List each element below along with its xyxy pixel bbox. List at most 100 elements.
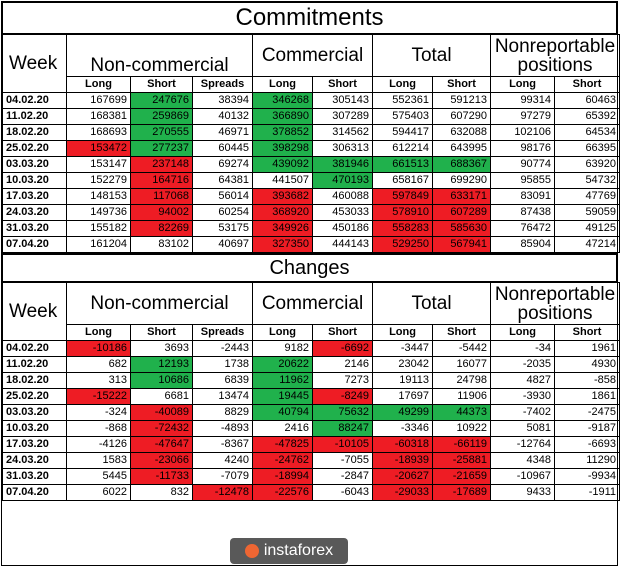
- value-cell: -858: [554, 372, 620, 389]
- value-cell: 46971: [192, 124, 253, 141]
- total-header: Total: [372, 34, 492, 77]
- table-row: 25.02.20 -15222 6681 13474 19445 -8249 17697 11…: [2, 388, 620, 405]
- table-row: 31.03.20 155182 82269 53175 349926 450186 5582…: [2, 220, 620, 237]
- week-cell: 24.03.20: [2, 204, 67, 221]
- value-cell: 155182: [66, 220, 131, 237]
- value-cell: 346268: [252, 92, 313, 109]
- value-cell: 591213: [432, 92, 492, 109]
- table-row: 11.02.20 682 12193 1738 20622 2146 23042 16077-…: [2, 356, 620, 373]
- short-header: Short: [311, 76, 374, 93]
- value-cell: 20622: [252, 356, 313, 373]
- long-header: Long: [66, 76, 131, 93]
- value-cell: -12764: [490, 436, 556, 453]
- instaforex-watermark: instaforex: [230, 538, 348, 564]
- value-cell: 307289: [311, 108, 374, 125]
- week-cell: 11.02.20: [2, 356, 67, 373]
- instaforex-logo-icon: [244, 544, 259, 558]
- changes-table: Week Non-commercial Commercial Total Non…: [2, 282, 620, 501]
- value-cell: 4827: [490, 372, 556, 389]
- value-cell: 56014: [192, 188, 253, 205]
- table-row: 07.04.20 6022 832 -12478 -22576 -6043 -29033 -1…: [2, 484, 620, 501]
- value-cell: 607289: [432, 204, 492, 221]
- value-cell: -4893: [192, 420, 253, 437]
- value-cell: -7055: [311, 452, 374, 469]
- value-cell: 149736: [66, 204, 131, 221]
- value-cell: 53175: [192, 220, 253, 237]
- value-cell: 5445: [66, 468, 131, 485]
- value-cell: 64534: [554, 124, 620, 141]
- week-cell: 07.04.20: [2, 484, 67, 501]
- value-cell: 47769: [554, 188, 620, 205]
- week-cell: 03.03.20: [2, 404, 67, 421]
- value-cell: 153147: [66, 156, 131, 173]
- value-cell: 24798: [432, 372, 492, 389]
- value-cell: 4348: [490, 452, 556, 469]
- value-cell: -868: [66, 420, 131, 437]
- long-header: Long: [372, 324, 434, 341]
- value-cell: 60445: [192, 140, 253, 157]
- long-header: Long: [252, 324, 313, 341]
- table-row: 03.03.20 153147 237148 69274 439092 381946 661…: [2, 156, 620, 173]
- value-cell: 529250: [372, 236, 434, 253]
- value-cell: 168693: [66, 124, 131, 141]
- value-cell: 54732: [554, 172, 620, 189]
- value-cell: 381946: [311, 156, 374, 173]
- long-header: Long: [66, 324, 131, 341]
- value-cell: 10686: [130, 372, 193, 389]
- value-cell: 658167: [372, 172, 434, 189]
- value-cell: 349926: [252, 220, 313, 237]
- value-cell: 44373: [432, 404, 492, 421]
- noncommercial-header: Non-commercial: [66, 282, 253, 325]
- short-header: Short: [432, 76, 492, 93]
- nonreportable-header: Nonreportable positions: [490, 34, 620, 77]
- value-cell: 161204: [66, 236, 131, 253]
- value-cell: 612214: [372, 140, 434, 157]
- value-cell: 19445: [252, 388, 313, 405]
- watermark-text: instaforex: [263, 542, 334, 559]
- table-row: 18.02.20 168693 270555 46971 378852 314562 594…: [2, 124, 620, 141]
- value-cell: 97279: [490, 108, 556, 125]
- value-cell: 643995: [432, 140, 492, 157]
- value-cell: 40794: [252, 404, 313, 421]
- value-cell: 168381: [66, 108, 131, 125]
- value-cell: -8367: [192, 436, 253, 453]
- value-cell: 314562: [311, 124, 374, 141]
- week-cell: 10.03.20: [2, 420, 67, 437]
- value-cell: -7402: [490, 404, 556, 421]
- value-cell: 1583: [66, 452, 131, 469]
- value-cell: 83091: [490, 188, 556, 205]
- value-cell: 368920: [252, 204, 313, 221]
- value-cell: 90774: [490, 156, 556, 173]
- short-header: Short: [311, 324, 374, 341]
- value-cell: 49299: [372, 404, 434, 421]
- value-cell: 8829: [192, 404, 253, 421]
- week-header: Week: [2, 34, 67, 93]
- value-cell: 2146: [311, 356, 374, 373]
- value-cell: 688367: [432, 156, 492, 173]
- value-cell: 17697: [372, 388, 434, 405]
- value-cell: 607290: [432, 108, 492, 125]
- value-cell: 167699: [66, 92, 131, 109]
- short-header: Short: [130, 324, 193, 341]
- value-cell: 439092: [252, 156, 313, 173]
- long-header: Long: [372, 76, 434, 93]
- value-cell: 632088: [432, 124, 492, 141]
- week-cell: 04.02.20: [2, 92, 67, 109]
- value-cell: -6043: [311, 484, 374, 501]
- changes-title: Changes: [2, 253, 617, 282]
- value-cell: 313: [66, 372, 131, 389]
- value-cell: 11962: [252, 372, 313, 389]
- value-cell: 699290: [432, 172, 492, 189]
- table-row: 17.03.20 148153 117068 56014 393682 460088 597…: [2, 188, 620, 205]
- table-row: 18.02.20 313 10686 6839 11962 7273 19113 24798 4…: [2, 372, 620, 389]
- value-cell: 87438: [490, 204, 556, 221]
- nonreportable-header: Nonreportable positions: [490, 282, 620, 325]
- table-row: 24.03.20 149736 94002 60254 368920 453033 5789…: [2, 204, 620, 221]
- value-cell: -3447: [372, 340, 434, 357]
- table-row: 24.03.20 1583 -23066 4240 -24762 -7055 -18939-…: [2, 452, 620, 469]
- value-cell: 94002: [130, 204, 193, 221]
- value-cell: 19113: [372, 372, 434, 389]
- value-cell: -47647: [130, 436, 193, 453]
- value-cell: 7273: [311, 372, 374, 389]
